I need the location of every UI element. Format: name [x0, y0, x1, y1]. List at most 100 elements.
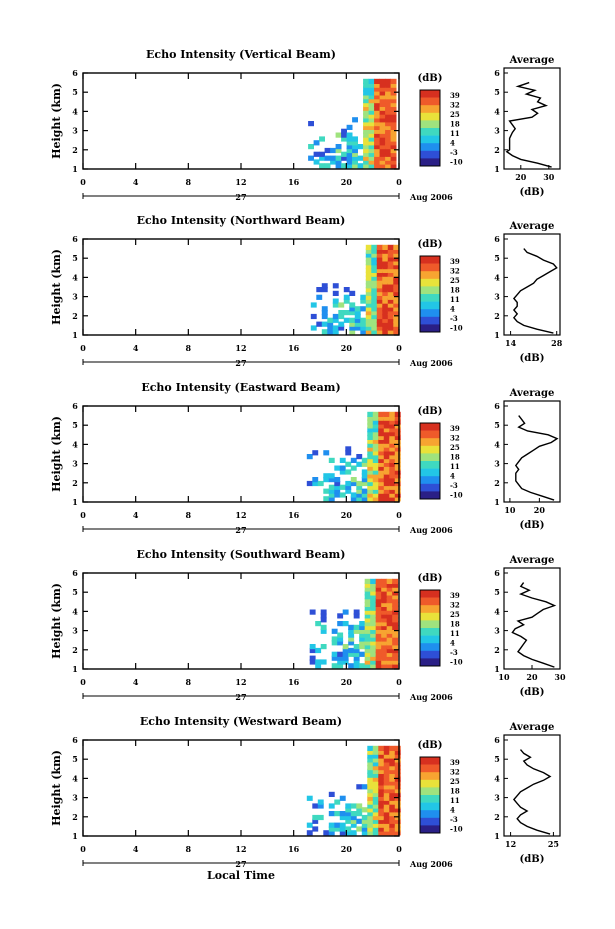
heatmap-cell — [337, 621, 344, 627]
heatmap-cell — [361, 488, 368, 494]
heatmap-cell — [394, 423, 401, 429]
heatmap-cell — [312, 803, 319, 809]
x-tick-label: 12 — [235, 343, 246, 353]
heatmap-cell — [310, 302, 317, 308]
heatmap-cell — [334, 488, 341, 494]
heatmap-cell — [393, 271, 400, 277]
heatmap-cell — [387, 329, 394, 335]
profile-y-tick-label: 6 — [494, 568, 500, 578]
profile-x-tick-label: 30 — [543, 172, 555, 182]
heatmap-cell — [379, 90, 386, 96]
heatmap-cell — [367, 765, 374, 771]
heatmap-cell — [381, 621, 388, 627]
colorbar-tick-label: 32 — [450, 600, 460, 609]
heatmap-cell — [394, 818, 401, 824]
profile-title: Average — [509, 55, 555, 66]
heatmap-cell — [385, 105, 391, 111]
heatmap-cell — [378, 434, 385, 440]
heatmap-cell — [389, 826, 396, 832]
colorbar-segment — [420, 135, 440, 144]
heatmap-cell — [349, 302, 356, 308]
heatmap-cell — [334, 484, 341, 490]
date-label: Aug 2006 — [409, 692, 453, 702]
profile-x-tick-label: 12 — [505, 839, 516, 849]
heatmap-cell — [372, 791, 379, 797]
heatmap-cell — [392, 640, 399, 646]
heatmap-cell — [332, 283, 339, 289]
heatmap-cell — [379, 147, 386, 154]
heatmap-cell — [342, 647, 349, 654]
panel-title: Echo Intensity (Vertical Beam) — [146, 48, 336, 61]
heatmap-cell — [386, 609, 393, 615]
heatmap-cell — [385, 101, 391, 107]
heatmap-cell — [387, 313, 394, 320]
heatmap-cell — [383, 446, 390, 452]
heatmap-cell — [378, 457, 385, 463]
heatmap-cell — [364, 601, 371, 607]
heatmap-cell — [378, 431, 385, 437]
heatmap-cell — [375, 655, 382, 661]
heatmap-cell — [393, 302, 400, 308]
heatmap-cell — [381, 617, 388, 623]
heatmap-cell — [367, 469, 374, 475]
heatmap-cell — [383, 473, 390, 479]
heatmap-cell — [394, 496, 401, 502]
heatmap-frame — [82, 405, 400, 503]
heatmap-cell — [361, 457, 368, 463]
heatmap-cell — [343, 310, 350, 316]
heatmap-cell — [375, 613, 382, 619]
heatmap-cell — [367, 415, 374, 421]
y-tick-label: 2 — [72, 812, 78, 822]
heatmap-cell — [393, 287, 400, 293]
heatmap-cell — [389, 446, 396, 452]
heatmap-cell — [370, 655, 377, 661]
colorbar-segment — [420, 650, 440, 659]
colorbar-segment — [420, 817, 440, 826]
heatmap-cell — [337, 659, 344, 665]
colorbar-tick-label: 11 — [450, 295, 460, 304]
heatmap-cell — [368, 98, 375, 104]
colorbar-segment — [420, 787, 440, 796]
heatmap-cell — [394, 768, 401, 774]
heatmap-cell — [390, 105, 397, 111]
heatmap-cell — [387, 302, 394, 308]
heatmap-cell — [368, 163, 375, 169]
heatmap-cell — [385, 147, 391, 154]
heatmap-cell — [371, 244, 378, 250]
heatmap-cell — [345, 803, 352, 809]
heatmap-cell — [353, 655, 360, 661]
heatmap-cell — [376, 302, 383, 308]
profile-y-tick-label: 3 — [494, 126, 500, 136]
heatmap-cell — [383, 457, 390, 463]
heatmap-cell — [392, 636, 399, 642]
heatmap-cell — [350, 496, 357, 502]
heatmap-cell — [393, 260, 400, 266]
heatmap-cell — [386, 644, 393, 650]
colorbar-segment — [420, 316, 440, 325]
heatmap-cell — [389, 830, 396, 836]
heatmap-cell — [354, 317, 361, 323]
heatmap-cell — [383, 803, 390, 809]
heatmap-cell — [386, 594, 393, 600]
heatmap-cell — [394, 457, 401, 463]
y-tick-label: 3 — [72, 459, 78, 469]
heatmap-cell — [390, 163, 397, 169]
heatmap-cell — [392, 659, 399, 665]
profile-y-tick-label: 3 — [494, 292, 500, 302]
heatmap-cell — [371, 264, 378, 270]
heatmap-cell — [339, 457, 346, 463]
heatmap-cell — [363, 105, 369, 111]
heatmap-cell — [368, 151, 375, 157]
heatmap-cell — [367, 822, 374, 828]
heatmap-cell — [368, 90, 375, 96]
heatmap-cell — [372, 446, 379, 452]
x-axis-label: Local Time — [207, 869, 275, 882]
x-tick-label: 0 — [80, 343, 86, 353]
profile-x-axis-label: (dB) — [520, 520, 545, 531]
colorbar-tick-label: -10 — [450, 824, 463, 833]
heatmap-cell — [320, 617, 327, 623]
heatmap-cell — [386, 632, 393, 638]
heatmap-cell — [350, 457, 357, 463]
heatmap-cell — [381, 598, 388, 604]
heatmap-cell — [385, 113, 391, 119]
